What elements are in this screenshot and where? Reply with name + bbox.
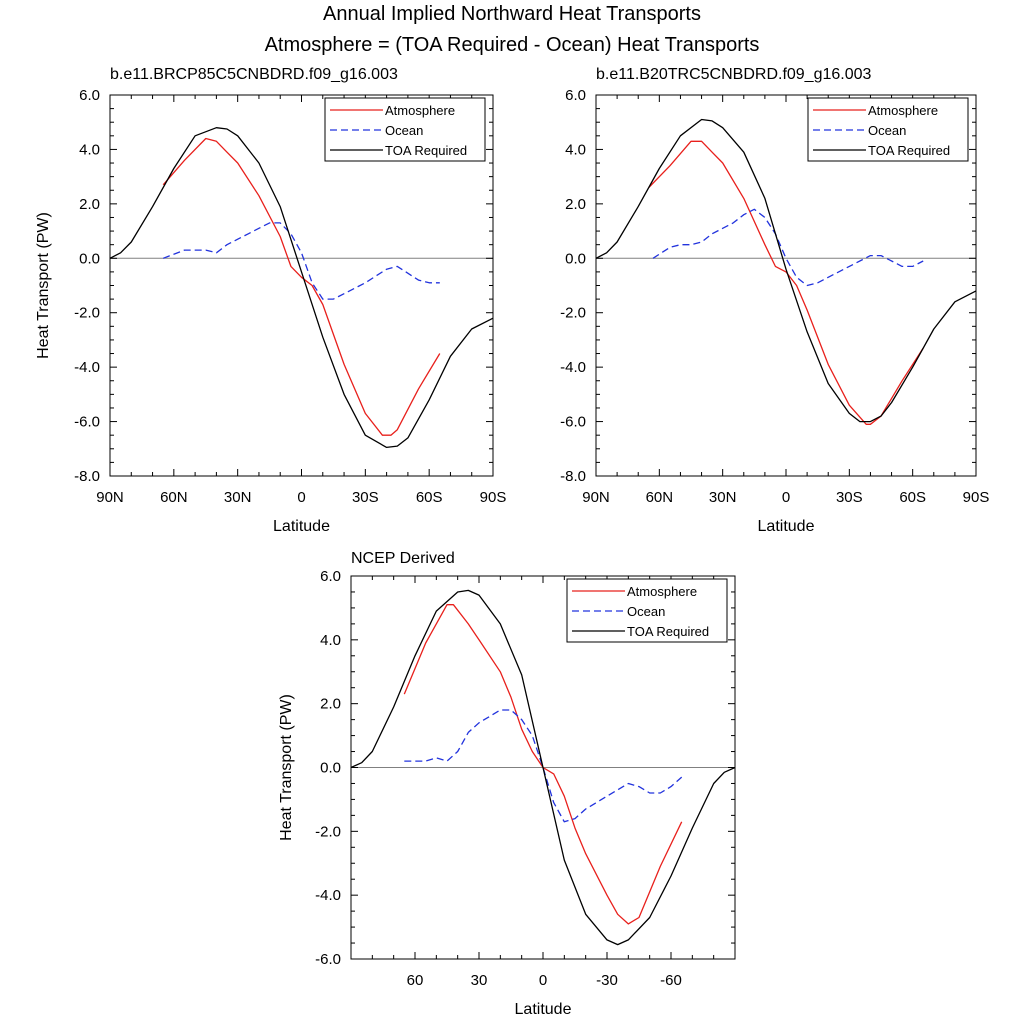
- y-tick-label: 4.0: [565, 141, 586, 158]
- legend-label: Atmosphere: [627, 584, 697, 599]
- y-tick-label: -4.0: [560, 359, 586, 376]
- series-atmosphere: [403, 604, 683, 925]
- x-axis-label: Latitude: [758, 518, 815, 535]
- legend: Atmosphere Ocean TOA Required: [324, 97, 486, 162]
- x-tick-label: 90S: [963, 489, 990, 506]
- x-tick-label: 90N: [96, 489, 124, 506]
- x-tick-label: -60: [660, 972, 682, 989]
- y-tick-label: 0.0: [79, 250, 100, 267]
- y-tick-label: 2.0: [565, 196, 586, 213]
- legend-label: TOA Required: [868, 143, 950, 158]
- y-tick-label: 2.0: [79, 196, 100, 213]
- panel-3: -6.0 -4.0 -2.0 0.0 2.0 4.0 6.0 60 30 0 -30 -60 Latit…: [278, 550, 736, 1018]
- y-tick-label: -8.0: [560, 468, 586, 485]
- x-tick-label: 60S: [416, 489, 443, 506]
- y-axis-label: Heat Transport (PW): [278, 694, 295, 841]
- y-tick-label: 0.0: [320, 760, 341, 777]
- legend-label: TOA Required: [385, 143, 467, 158]
- x-tick-label: 30S: [352, 489, 379, 506]
- y-tick-label: 6.0: [565, 87, 586, 104]
- x-tick-label: 60N: [646, 489, 674, 506]
- legend-label: Ocean: [385, 123, 423, 138]
- y-tick-label: -2.0: [74, 305, 100, 322]
- figure-subtitle: Atmosphere = (TOA Required - Ocean) Heat…: [264, 34, 760, 56]
- series-ocean: [652, 208, 924, 287]
- panel-2: -8.0 -6.0 -4.0 -2.0 0.0 2.0 4.0 6.0 90N 60N 30N 0 30…: [560, 66, 989, 535]
- y-tick-label: 4.0: [320, 632, 341, 649]
- x-axis-label: Latitude: [515, 1001, 572, 1018]
- series-toa-required: [595, 118, 977, 423]
- x-tick-label: 90N: [582, 489, 610, 506]
- y-tick-label: 2.0: [320, 696, 341, 713]
- legend-label: Atmosphere: [385, 103, 455, 118]
- legend-label: Ocean: [627, 604, 665, 619]
- y-tick-label: -2.0: [560, 305, 586, 322]
- y-tick-label: 6.0: [320, 568, 341, 585]
- legend-label: Atmosphere: [868, 103, 938, 118]
- legend: Atmosphere Ocean TOA Required: [566, 578, 728, 643]
- legend: Atmosphere Ocean TOA Required: [807, 97, 969, 162]
- y-tick-label: -2.0: [315, 823, 341, 840]
- x-tick-label: 0: [782, 489, 790, 506]
- series-ocean: [404, 709, 683, 823]
- series-ocean: [162, 222, 440, 300]
- series-atmosphere: [162, 137, 441, 436]
- x-tick-label: 90S: [480, 489, 507, 506]
- x-tick-label: 60S: [899, 489, 926, 506]
- panel-title: b.e11.BRCP85C5CNBDRD.f09_g16.003: [110, 66, 398, 83]
- y-tick-label: -6.0: [74, 414, 100, 431]
- y-axis-label: Heat Transport (PW): [35, 212, 52, 359]
- y-tick-label: 0.0: [565, 250, 586, 267]
- y-tick-label: -6.0: [560, 414, 586, 431]
- x-tick-label: 60: [407, 972, 424, 989]
- panel-1: -8.0 -6.0 -4.0 -2.0 0.0 2.0 4.0 6.0 90N 60N 30N 0 30…: [35, 66, 506, 535]
- legend-label: Ocean: [868, 123, 906, 138]
- legend-label: TOA Required: [627, 624, 709, 639]
- panel-title: NCEP Derived: [351, 550, 455, 567]
- y-tick-label: -4.0: [315, 887, 341, 904]
- x-tick-label: 30S: [836, 489, 863, 506]
- x-axis-label: Latitude: [273, 518, 330, 535]
- x-tick-label: 0: [539, 972, 547, 989]
- y-tick-label: -4.0: [74, 359, 100, 376]
- y-tick-label: -8.0: [74, 468, 100, 485]
- series-toa-required: [109, 127, 494, 449]
- panel-title: b.e11.B20TRC5CNBDRD.f09_g16.003: [596, 66, 872, 83]
- x-tick-label: -30: [596, 972, 618, 989]
- y-tick-label: 4.0: [79, 141, 100, 158]
- y-tick-label: 6.0: [79, 87, 100, 104]
- x-tick-label: 0: [297, 489, 305, 506]
- figure-title: Annual Implied Northward Heat Transports: [323, 3, 701, 25]
- series-toa-required: [350, 589, 736, 946]
- x-tick-label: 60N: [160, 489, 188, 506]
- x-tick-label: 30: [471, 972, 488, 989]
- x-tick-label: 30N: [224, 489, 252, 506]
- series-atmosphere: [648, 140, 924, 425]
- x-tick-label: 30N: [709, 489, 737, 506]
- y-tick-label: -6.0: [315, 951, 341, 968]
